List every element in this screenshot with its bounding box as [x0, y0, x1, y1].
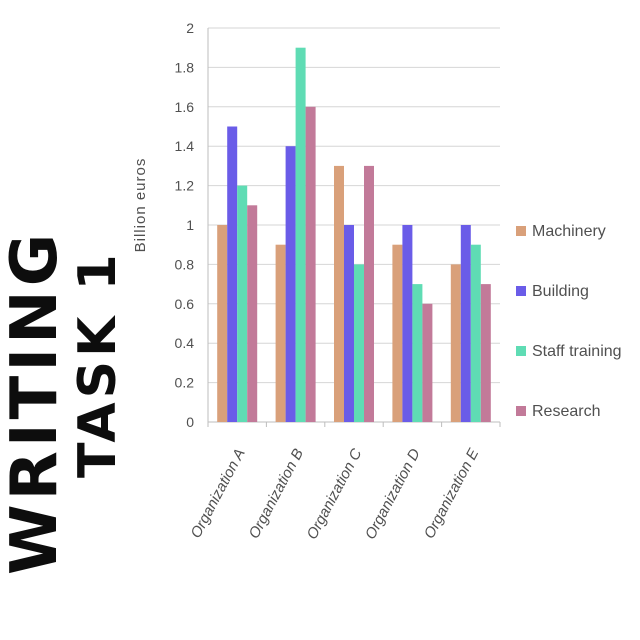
- bar: [305, 106, 316, 423]
- legend-label: Staff training: [532, 343, 622, 360]
- bar: [217, 225, 228, 422]
- y-tick-label: 1: [186, 217, 194, 233]
- bar: [422, 303, 433, 422]
- y-tick-label: 1.4: [175, 138, 195, 154]
- bar: [450, 264, 461, 422]
- bar: [285, 146, 296, 422]
- bar: [227, 126, 238, 422]
- legend-swatch: [516, 346, 526, 356]
- y-tick-label: 0.6: [175, 296, 195, 312]
- bar: [247, 205, 258, 422]
- y-tick-label: 1.8: [175, 59, 195, 75]
- bar: [354, 264, 364, 422]
- bar: [470, 244, 481, 422]
- x-category-label: Organization E: [421, 445, 483, 541]
- y-tick-label: 0.2: [175, 375, 195, 391]
- y-axis-label: Billion euros: [132, 158, 149, 253]
- bar: [392, 244, 403, 422]
- bar: [480, 284, 491, 422]
- bar: [402, 225, 413, 422]
- y-tick-label: 0.4: [175, 335, 195, 351]
- y-tick-label: 0.8: [175, 256, 195, 272]
- y-tick-label: 1.6: [175, 99, 195, 115]
- y-tick-label: 0: [186, 414, 194, 430]
- legend-label: Machinery: [532, 223, 606, 240]
- bar: [412, 284, 423, 422]
- bar: [460, 225, 471, 422]
- x-category-label: Organization C: [304, 446, 366, 542]
- x-category-label: Organization D: [362, 446, 424, 542]
- bar: [364, 165, 374, 422]
- legend-label: Building: [532, 283, 589, 300]
- legend-swatch: [516, 406, 526, 416]
- bar: [344, 225, 354, 422]
- y-tick-label: 2: [186, 20, 194, 36]
- bar: [237, 185, 248, 422]
- bar: [295, 47, 306, 422]
- legend-label: Research: [532, 403, 600, 420]
- y-tick-label: 1.2: [175, 178, 195, 194]
- bar: [334, 165, 344, 422]
- bar: [275, 244, 286, 422]
- x-category-label: Organization A: [187, 446, 248, 541]
- x-category-label: Organization B: [246, 446, 308, 542]
- legend-swatch: [516, 226, 526, 236]
- legend-swatch: [516, 286, 526, 296]
